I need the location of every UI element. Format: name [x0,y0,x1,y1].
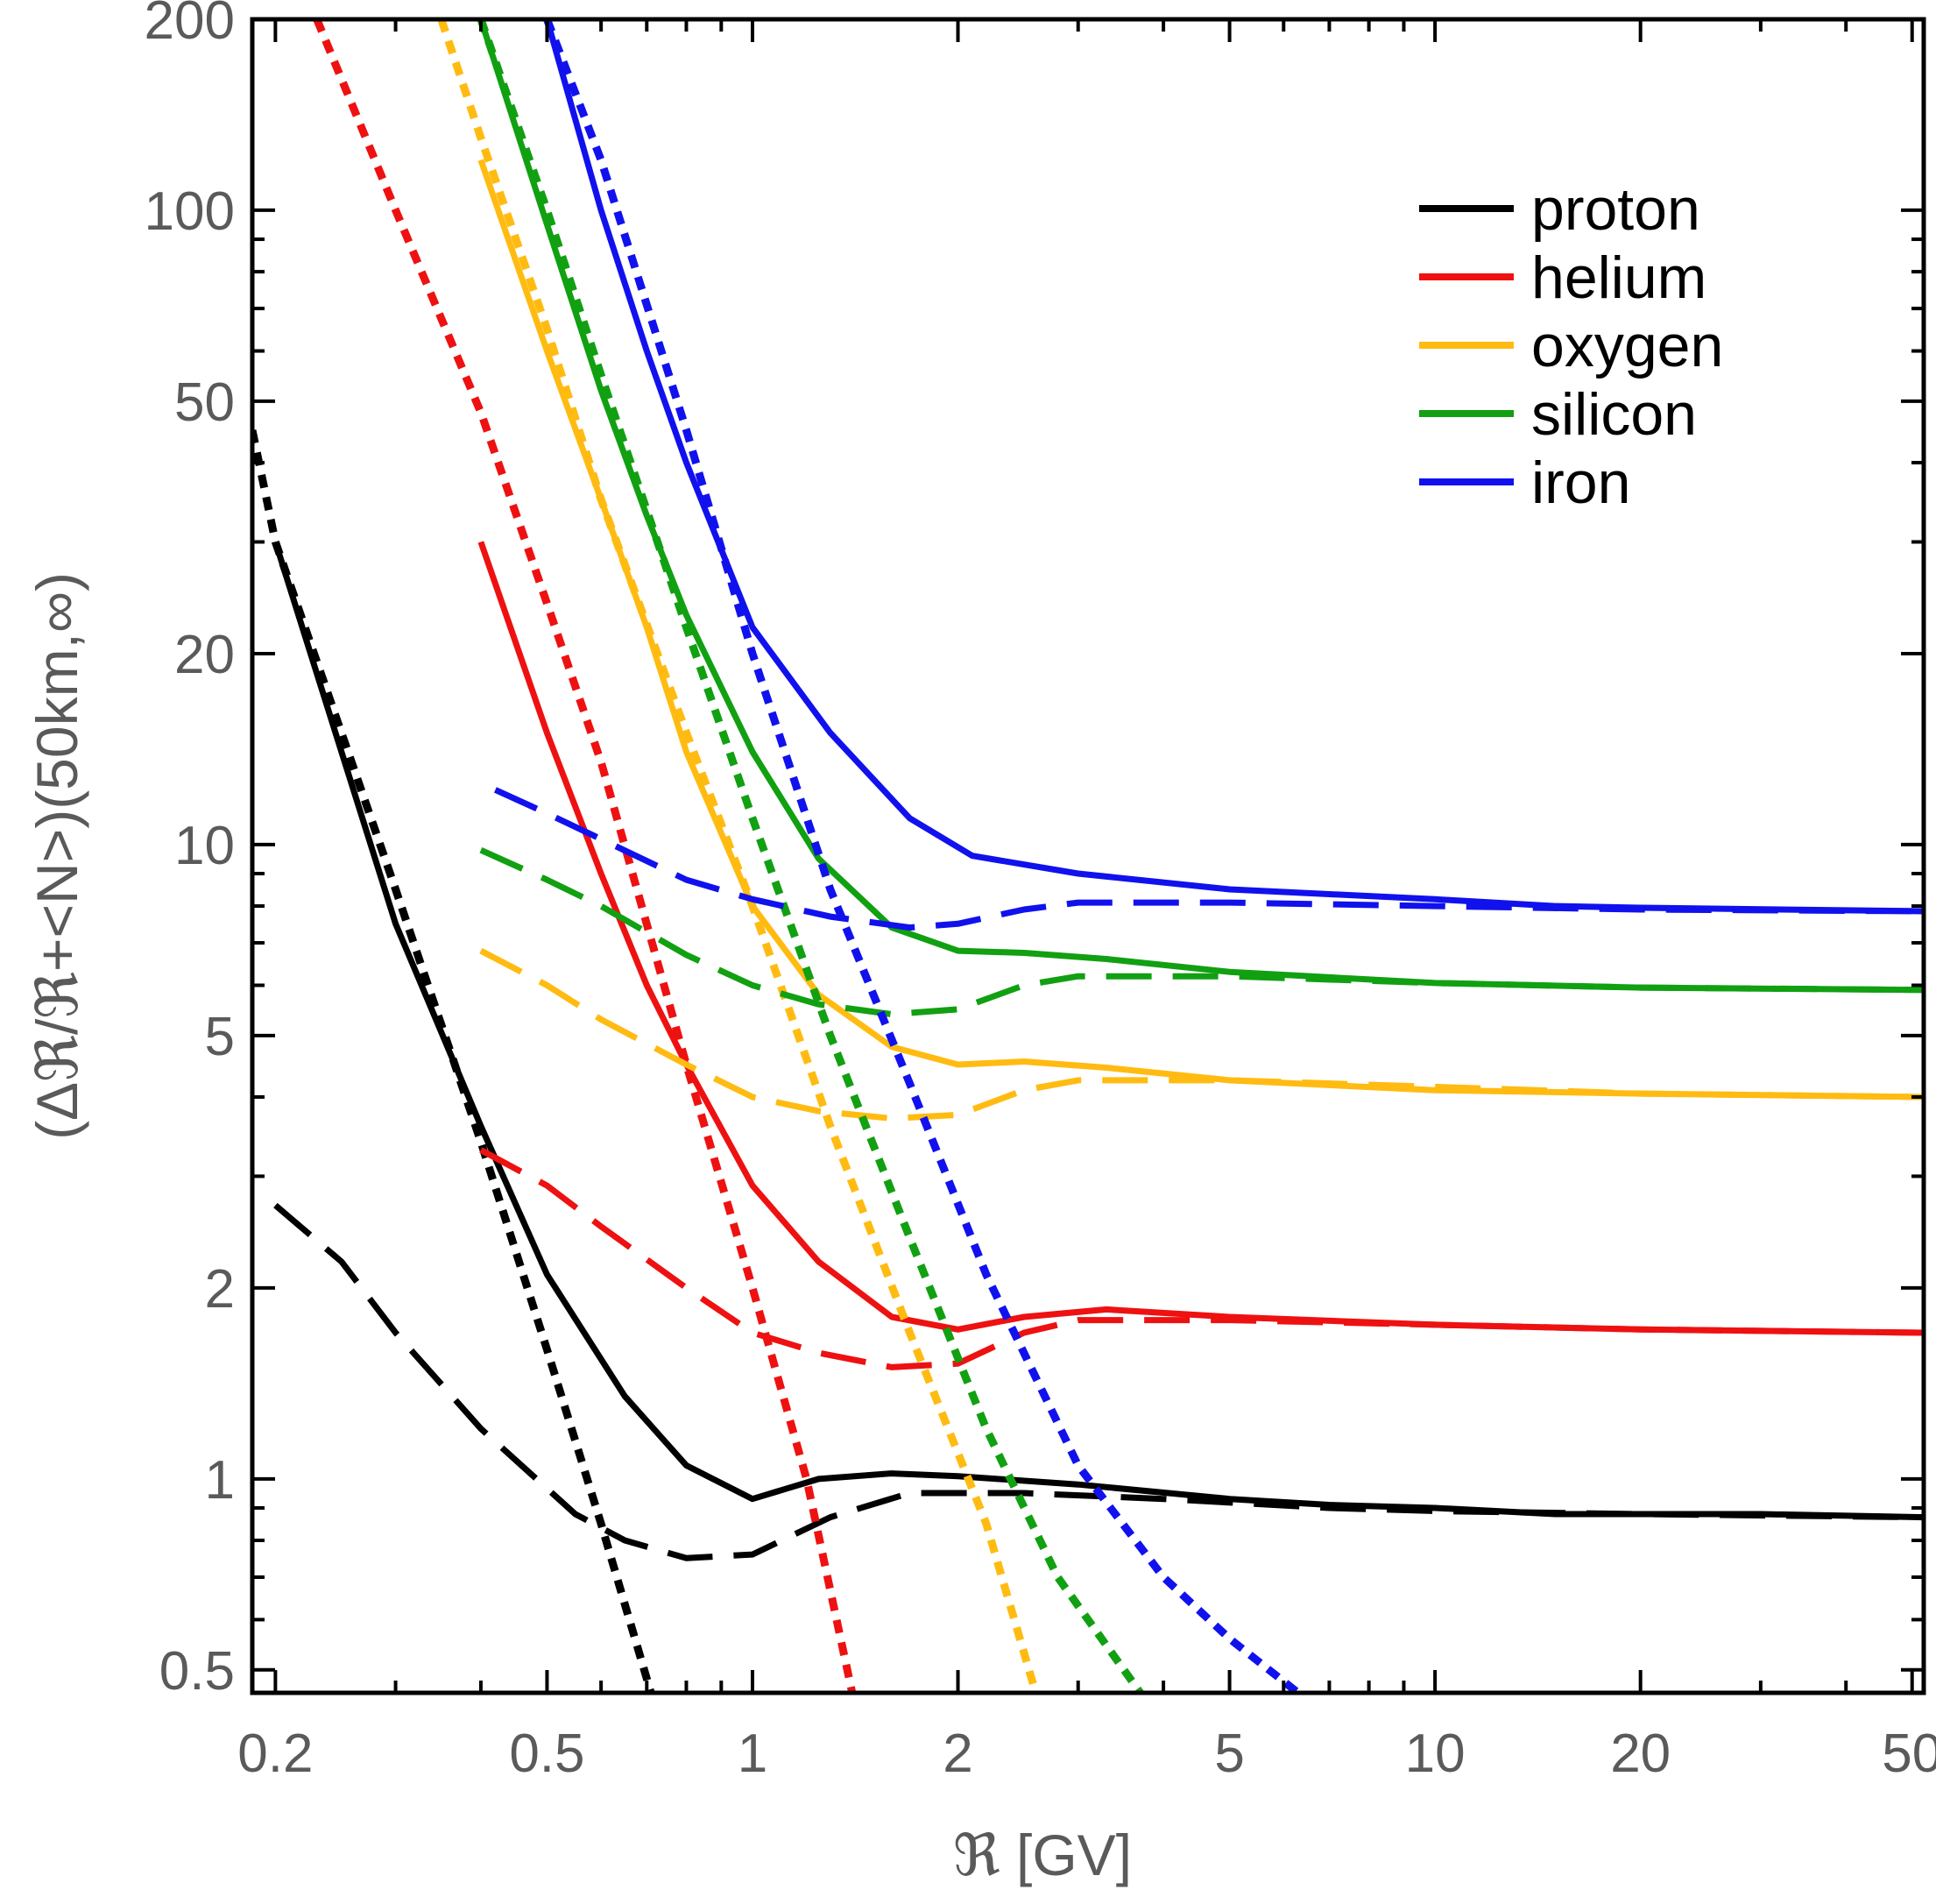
x-axis-title: ℜ [GV] [953,1823,1132,1887]
x-tick-label: 2 [943,1724,972,1784]
series-oxygen-dashed [479,947,1924,1122]
x-tick-label: 0.2 [237,1724,313,1784]
series-oxygen-solid [477,159,1924,1101]
y-tick-label: 10 [174,816,235,876]
x-tick-label: 5 [1214,1724,1244,1784]
x-tick-label: 50 [1882,1724,1936,1784]
x-tick-label: 10 [1405,1724,1466,1784]
y-tick-label: 20 [174,625,235,685]
y-ticks: 0.5 1 2 5 10 20 50 100 200 [145,0,1924,1702]
series-layer [252,19,1924,1693]
series-iron-solid [544,19,1924,915]
series-oxygen-dotted [437,19,1040,1693]
x-tick-label: 0.5 [509,1724,584,1784]
series-helium-dotted [313,19,857,1693]
series-proton-solid [272,541,1924,1521]
y-axis-title: (Δℜ/ℜ+<N>)(50km,∞) [25,572,89,1140]
x-ticks: 0.2 0.5 1 2 5 10 20 50 [237,19,1936,1784]
plot-frame [250,17,1926,1695]
series-silicon-dashed [479,847,1924,1018]
y-tick-label: 5 [205,1007,235,1067]
series-iron-dotted [543,19,1301,1693]
y-tick-label: 100 [145,181,235,242]
series-silicon-dotted [477,19,1144,1693]
legend-label-iron: iron [1531,449,1630,516]
series-proton-dotted [252,429,655,1693]
y-tick-label: 2 [205,1259,235,1320]
series-iron-dashed [493,787,1924,931]
series-helium-solid [477,541,1924,1336]
y-tick-label: 50 [174,372,235,433]
x-tick-label: 20 [1610,1724,1671,1784]
series-silicon-solid [477,19,1924,994]
legend-label-proton: proton [1531,176,1700,243]
legend-label-oxygen: oxygen [1531,313,1723,379]
series-helium-dashed [479,1147,1924,1370]
y-tick-label: 0.5 [159,1641,235,1702]
x-tick-label: 1 [738,1724,767,1784]
y-tick-label: 1 [205,1450,235,1511]
y-tick-label: 200 [145,0,235,51]
legend-label-silicon: silicon [1531,381,1697,448]
legend-label-helium: helium [1531,244,1706,311]
series-proton-dashed [273,1202,1924,1561]
